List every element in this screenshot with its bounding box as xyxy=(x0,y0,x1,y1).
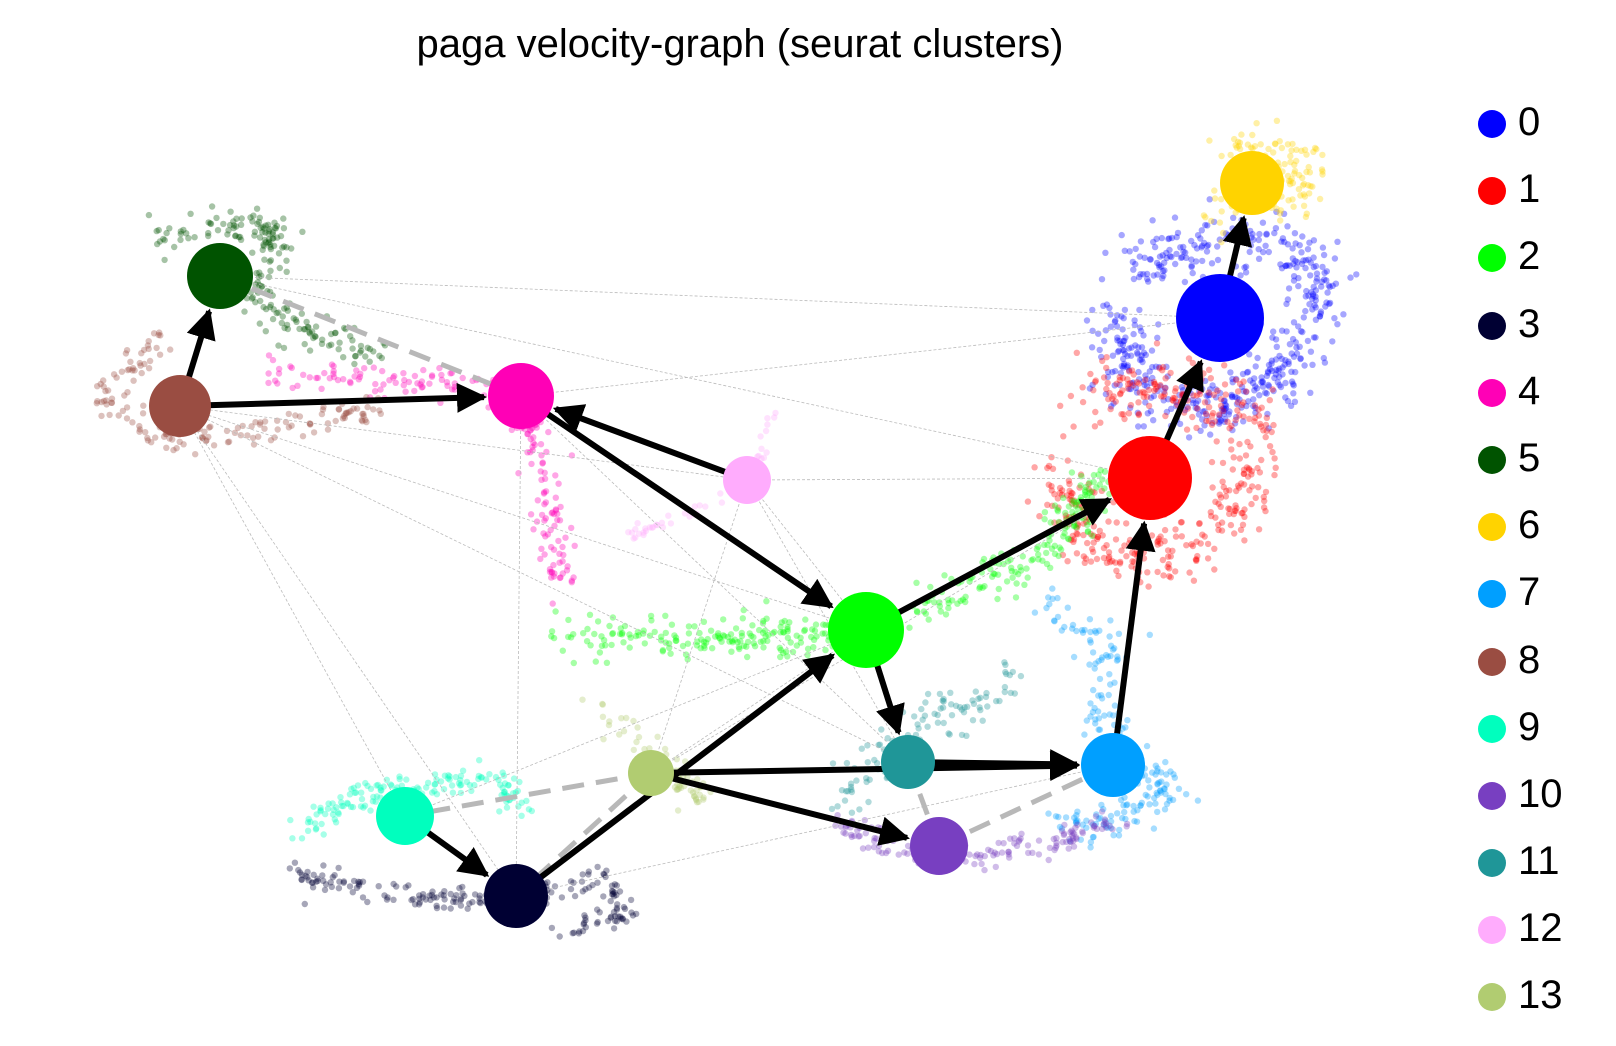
legend-swatch xyxy=(1478,177,1506,206)
legend-item-9: 9 xyxy=(1478,701,1608,768)
legend-swatch xyxy=(1478,244,1506,273)
legend-swatch xyxy=(1478,110,1506,138)
node-cluster-8 xyxy=(149,375,211,437)
velocity-arrows xyxy=(182,215,1253,887)
arrow-12-to-4 xyxy=(552,404,735,478)
legend-item-8: 8 xyxy=(1478,634,1608,701)
faint-edge-4-0 xyxy=(520,317,1221,397)
legend-swatch xyxy=(1478,580,1506,609)
legend-label: 4 xyxy=(1518,368,1541,413)
node-cluster-13 xyxy=(628,750,674,796)
arrow-9-to-3 xyxy=(417,823,490,878)
legend-item-5: 5 xyxy=(1478,432,1608,499)
cells-cluster-11 xyxy=(828,659,1025,816)
legend-swatch xyxy=(1478,311,1506,340)
legend-label: 8 xyxy=(1518,637,1541,682)
node-cluster-11 xyxy=(881,735,935,789)
faint-edge-5-0 xyxy=(219,275,1221,319)
cell-points xyxy=(93,117,1360,940)
legend-item-6: 6 xyxy=(1478,499,1608,566)
dashed-link-13-9 xyxy=(404,770,652,819)
node-cluster-3 xyxy=(484,864,548,928)
faint-edge-4-3 xyxy=(515,395,522,897)
legend-label: 9 xyxy=(1518,704,1541,749)
arrow-2-to-1 xyxy=(884,497,1113,622)
faint-edge-2-13 xyxy=(650,629,867,774)
legend-label: 5 xyxy=(1518,435,1541,480)
faint-edge-8-2 xyxy=(179,405,867,631)
faint-edge-12-1 xyxy=(746,477,1151,481)
faint-edge-8-3 xyxy=(179,405,517,897)
legend-item-2: 2 xyxy=(1478,230,1608,297)
faint-edge-13-1 xyxy=(650,477,1151,774)
legend-swatch xyxy=(1478,983,1506,1012)
legend-swatch xyxy=(1478,647,1506,676)
legend-swatch xyxy=(1478,781,1506,810)
cells-cluster-1 xyxy=(1024,340,1279,590)
chart-title: paga velocity-graph (seurat clusters) xyxy=(416,22,1064,66)
legend-item-4: 4 xyxy=(1478,365,1608,432)
arrow-11-to-7 xyxy=(924,749,1080,780)
faint-edge-8-12 xyxy=(179,405,748,481)
node-cluster-10 xyxy=(910,817,968,875)
arrow-8-to-4 xyxy=(198,382,487,413)
arrow-1-to-0 xyxy=(1157,359,1204,457)
faint-edge-8-11 xyxy=(179,405,909,763)
cluster-nodes xyxy=(149,151,1284,928)
legend-label: 2 xyxy=(1518,234,1541,279)
legend-swatch xyxy=(1478,849,1506,878)
arrow-13-to-7 xyxy=(664,751,1080,782)
faint-edge-5-1 xyxy=(219,275,1151,479)
legend-swatch xyxy=(1478,445,1506,474)
faint-edge-8-9 xyxy=(179,405,406,817)
legend-item-13: 13 xyxy=(1478,969,1608,1036)
legend-item-3: 3 xyxy=(1478,298,1608,365)
node-cluster-1 xyxy=(1108,436,1192,520)
legend-label: 12 xyxy=(1518,906,1563,951)
legend-label: 6 xyxy=(1518,503,1541,548)
legend-item-12: 12 xyxy=(1478,902,1608,969)
node-cluster-12 xyxy=(723,456,771,504)
node-cluster-7 xyxy=(1081,733,1145,797)
legend-item-10: 10 xyxy=(1478,768,1608,835)
arrow-13-to-10 xyxy=(663,773,910,846)
legend-item-7: 7 xyxy=(1478,566,1608,633)
faint-edges xyxy=(179,275,1221,897)
legend-item-1: 1 xyxy=(1478,163,1608,230)
legend-item-11: 11 xyxy=(1478,835,1608,902)
faint-edge-12-2 xyxy=(746,479,867,631)
legend-swatch xyxy=(1478,916,1506,945)
node-cluster-5 xyxy=(187,243,253,309)
legend-swatch xyxy=(1478,714,1506,743)
cells-cluster-5 xyxy=(145,203,389,368)
node-cluster-9 xyxy=(376,787,434,845)
arrow-8-to-5 xyxy=(182,308,216,390)
faint-edge-4-11 xyxy=(520,395,909,763)
legend-label: 11 xyxy=(1518,839,1560,884)
faint-edge-13-12 xyxy=(650,479,748,774)
cells-cluster-3 xyxy=(286,859,640,940)
arrow-4-to-2 xyxy=(535,404,834,609)
legend: 0 1 2 3 4 5 6 7 8 9 10 11 12 13 xyxy=(1478,96,1608,1037)
legend-item-0: 0 xyxy=(1478,96,1608,163)
legend-label: 7 xyxy=(1518,570,1541,615)
node-cluster-6 xyxy=(1220,151,1284,215)
legend-label: 10 xyxy=(1518,771,1563,816)
legend-swatch xyxy=(1478,378,1506,407)
legend-label: 0 xyxy=(1518,100,1541,144)
legend-swatch xyxy=(1478,513,1506,542)
legend-label: 3 xyxy=(1518,301,1541,346)
faint-edge-9-2 xyxy=(404,629,867,817)
node-cluster-4 xyxy=(488,363,554,429)
node-cluster-2 xyxy=(828,592,904,668)
cells-cluster-8 xyxy=(93,329,384,458)
faint-edge-3-7 xyxy=(515,764,1114,897)
legend-label: 13 xyxy=(1518,973,1563,1018)
arrow-7-to-1 xyxy=(1112,520,1156,747)
dashed-link-5-4 xyxy=(219,273,522,399)
legend-label: 1 xyxy=(1518,167,1541,212)
node-cluster-0 xyxy=(1176,274,1264,362)
